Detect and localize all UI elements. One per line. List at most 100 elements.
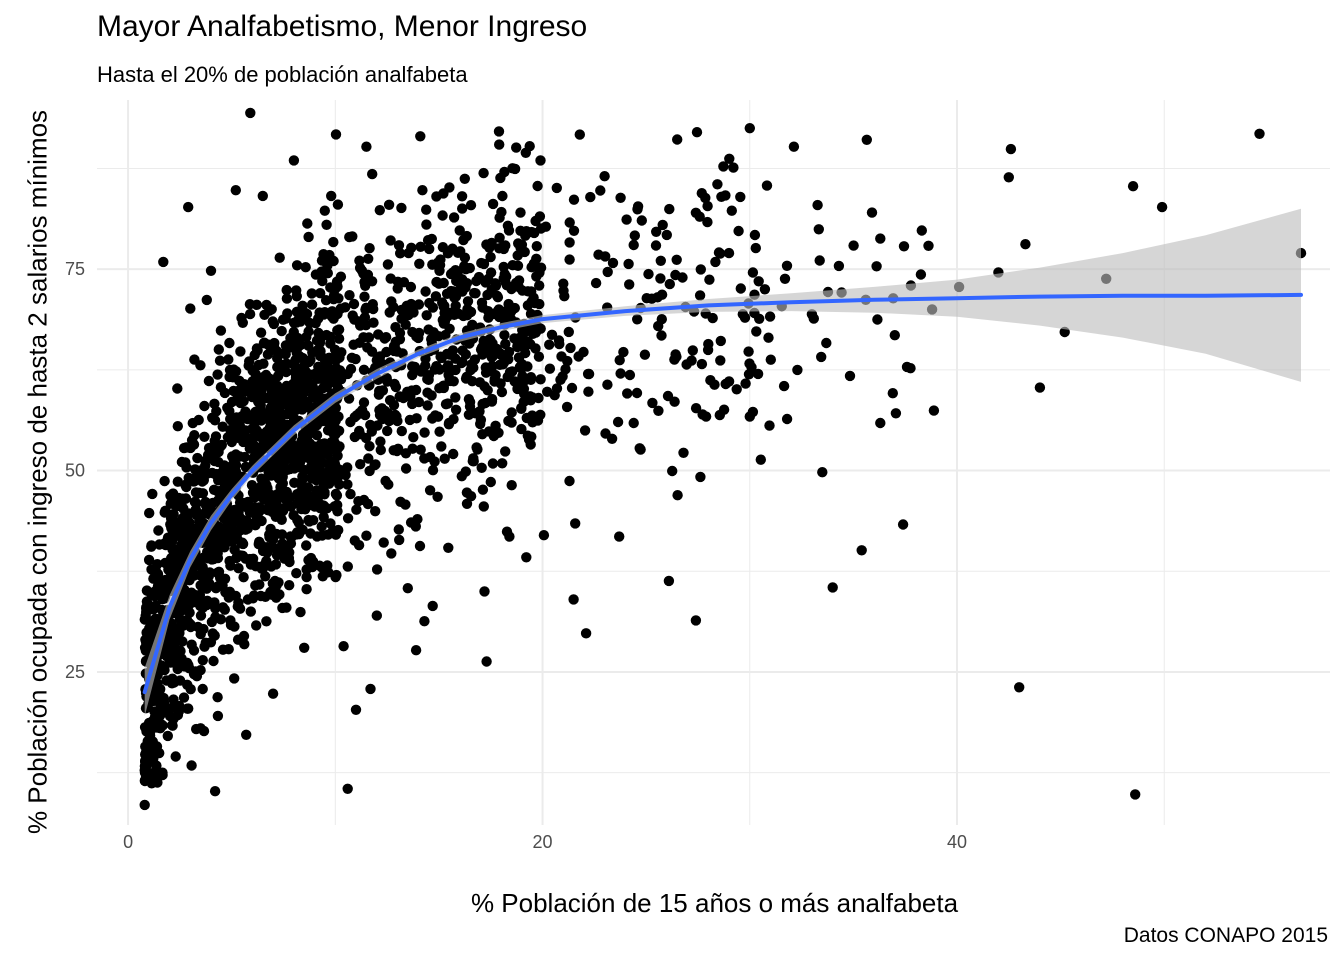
- data-point: [817, 467, 828, 478]
- data-point: [731, 384, 742, 395]
- data-point: [271, 493, 282, 505]
- data-point: [700, 192, 711, 204]
- data-point: [493, 427, 504, 438]
- data-point: [355, 459, 366, 470]
- data-point: [286, 402, 297, 414]
- y-axis-label-wrap: % Población ocupada con ingreso de hasta…: [0, 0, 60, 880]
- data-point: [422, 400, 433, 411]
- data-point: [516, 423, 527, 435]
- data-point: [875, 233, 886, 244]
- data-point: [664, 203, 675, 215]
- data-point: [400, 448, 412, 459]
- data-point: [498, 241, 509, 252]
- data-point: [871, 261, 882, 272]
- data-point: [169, 629, 180, 641]
- data-point: [427, 259, 438, 270]
- data-point: [678, 447, 689, 458]
- data-point: [332, 506, 343, 517]
- data-point: [694, 290, 706, 301]
- data-point: [476, 462, 487, 473]
- data-point: [315, 333, 326, 345]
- data-point: [365, 419, 376, 431]
- data-point: [629, 230, 640, 241]
- data-point: [164, 710, 176, 722]
- data-point: [628, 239, 639, 251]
- data-point: [189, 430, 200, 441]
- data-point: [281, 284, 292, 296]
- data-point: [515, 207, 526, 218]
- data-point: [251, 299, 262, 310]
- data-point: [647, 397, 658, 409]
- data-point: [503, 225, 515, 236]
- data-point: [365, 683, 376, 695]
- data-point: [310, 318, 321, 329]
- data-point: [191, 591, 202, 602]
- data-point: [270, 389, 281, 400]
- data-point: [415, 131, 426, 142]
- data-point: [1034, 382, 1046, 393]
- data-point: [194, 517, 206, 529]
- data-point: [217, 580, 228, 591]
- data-point: [499, 329, 510, 341]
- data-point: [437, 210, 448, 221]
- data-point: [431, 276, 443, 288]
- data-point: [192, 452, 203, 464]
- data-point: [632, 314, 643, 325]
- data-point: [702, 216, 713, 228]
- data-point: [285, 501, 297, 512]
- data-point: [245, 559, 257, 570]
- data-point: [534, 280, 545, 291]
- data-point: [251, 620, 262, 631]
- data-point: [471, 275, 482, 287]
- data-point: [392, 346, 403, 357]
- data-point: [564, 217, 575, 228]
- data-point: [437, 242, 449, 253]
- data-point: [764, 420, 775, 431]
- data-point: [431, 361, 442, 372]
- data-point: [355, 320, 366, 331]
- data-point: [349, 535, 360, 546]
- data-point: [521, 552, 532, 563]
- data-point: [535, 374, 546, 385]
- data-point: [297, 474, 308, 485]
- data-point: [350, 704, 362, 715]
- chart-title: Mayor Analfabetismo, Menor Ingreso: [97, 10, 588, 43]
- data-point: [583, 386, 594, 397]
- data-point: [207, 497, 219, 509]
- data-point: [262, 484, 273, 496]
- data-point: [239, 451, 250, 463]
- data-point: [631, 387, 643, 399]
- data-point: [747, 267, 759, 278]
- data-point: [295, 339, 306, 351]
- data-point: [530, 327, 541, 338]
- data-point: [246, 480, 258, 491]
- data-point: [483, 312, 494, 323]
- data-point: [814, 255, 825, 266]
- data-point: [261, 616, 272, 627]
- data-point: [217, 602, 229, 613]
- data-point: [687, 345, 698, 356]
- data-point: [746, 362, 757, 373]
- data-point: [614, 531, 625, 542]
- data-point: [276, 529, 288, 540]
- data-point: [234, 497, 246, 508]
- data-point: [299, 642, 310, 653]
- data-point: [331, 474, 342, 485]
- data-point: [307, 390, 319, 402]
- data-point: [556, 351, 567, 362]
- data-point: [480, 345, 491, 357]
- data-point: [370, 506, 381, 517]
- data-point: [477, 429, 488, 440]
- data-point: [328, 428, 339, 440]
- data-point: [821, 337, 832, 349]
- data-point: [349, 412, 360, 423]
- data-point: [180, 493, 192, 504]
- data-point: [538, 530, 550, 541]
- data-point: [531, 241, 542, 252]
- data-point: [219, 387, 231, 399]
- data-point: [167, 702, 179, 713]
- data-point: [342, 513, 354, 524]
- data-point: [383, 199, 395, 210]
- data-point: [242, 523, 253, 534]
- data-point: [478, 501, 489, 512]
